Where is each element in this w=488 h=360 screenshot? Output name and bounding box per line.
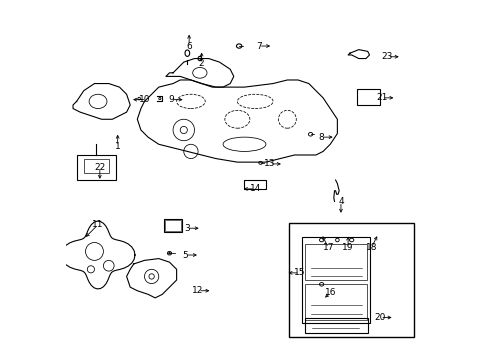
Bar (301, 237, 369, 323)
Text: 11: 11 (92, 220, 103, 229)
Text: 10: 10 (139, 95, 150, 104)
Bar (244, 180, 265, 189)
Bar (304, 244, 366, 280)
Text: 4: 4 (337, 197, 343, 206)
Text: 21: 21 (376, 93, 387, 102)
Text: 5: 5 (183, 251, 188, 260)
Bar (165, 220, 181, 231)
Bar (356, 89, 380, 105)
Text: 20: 20 (374, 313, 385, 322)
Text: 17: 17 (322, 243, 333, 252)
Text: 1: 1 (115, 141, 121, 150)
Text: 7: 7 (255, 41, 261, 50)
Bar (304, 284, 366, 320)
Text: 8: 8 (318, 132, 324, 141)
Text: 23: 23 (381, 52, 392, 61)
Text: 16: 16 (324, 288, 335, 297)
Bar (305, 318, 367, 333)
Text: 6: 6 (186, 41, 192, 50)
Text: 15: 15 (293, 268, 305, 277)
Text: 19: 19 (342, 243, 353, 252)
Bar (77, 155, 116, 180)
Text: 18: 18 (365, 243, 376, 252)
Text: 3: 3 (184, 224, 190, 233)
Text: 9: 9 (168, 95, 174, 104)
Text: 12: 12 (192, 286, 203, 295)
Text: 13: 13 (263, 159, 275, 168)
Text: 14: 14 (249, 184, 261, 193)
Text: 22: 22 (94, 163, 105, 172)
Bar (164, 219, 182, 232)
Bar (83, 158, 108, 173)
Bar (288, 223, 413, 337)
Text: 2: 2 (199, 59, 204, 68)
